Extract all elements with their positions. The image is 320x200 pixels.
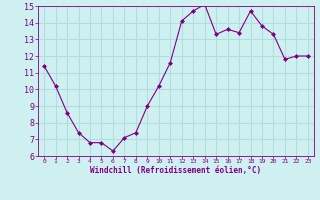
X-axis label: Windchill (Refroidissement éolien,°C): Windchill (Refroidissement éolien,°C) <box>91 166 261 175</box>
